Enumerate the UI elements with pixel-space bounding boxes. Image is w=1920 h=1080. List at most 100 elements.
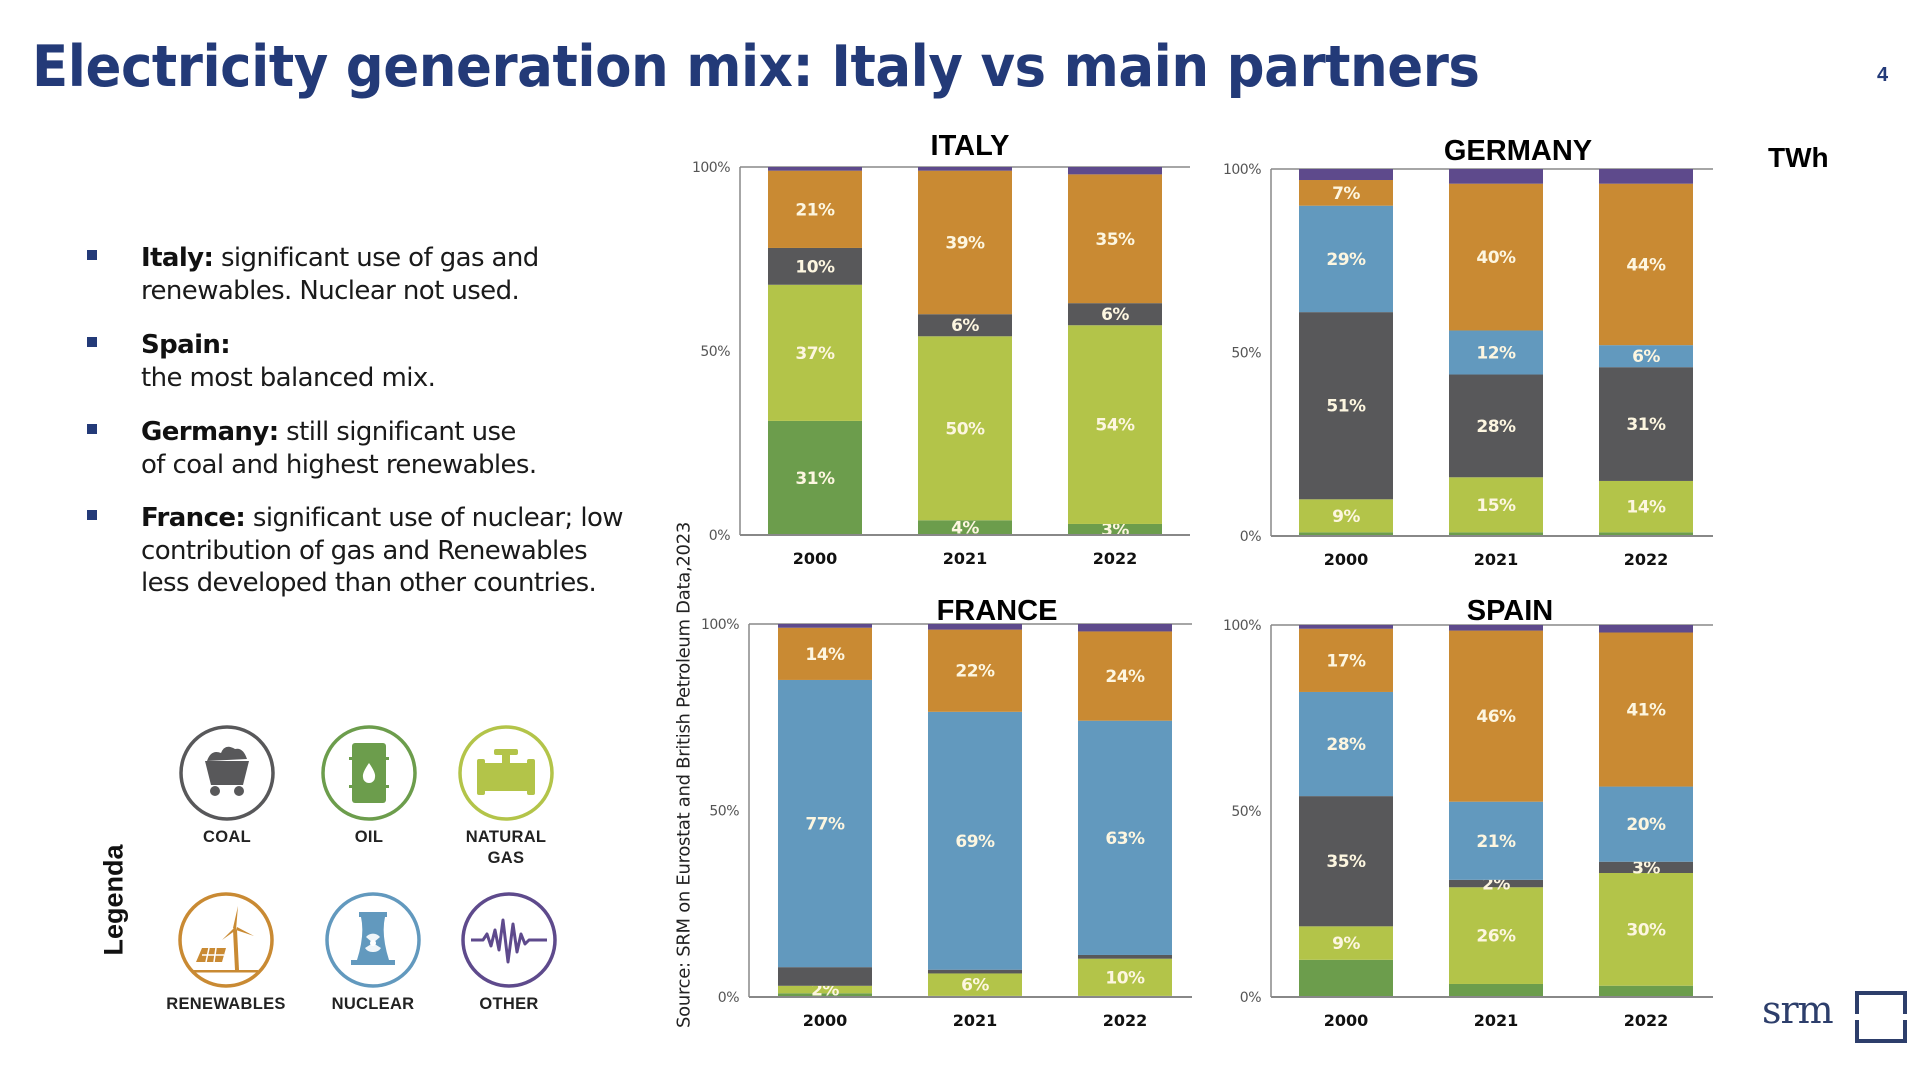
data-label: 63% — [1105, 829, 1145, 849]
bar-segment-nuclear — [1449, 801, 1543, 880]
bar-segment-other — [768, 167, 862, 171]
bar-segment-other — [1299, 625, 1393, 629]
data-label: 21% — [1476, 832, 1516, 852]
y-tick-label: 50% — [1231, 346, 1261, 362]
x-tick-label: 2022 — [1624, 550, 1669, 569]
bullet-line: contribution of gas and Renewables — [141, 535, 588, 566]
bar-segment-other — [1449, 169, 1543, 184]
bar-segment-coal — [1449, 374, 1543, 478]
data-label: 37% — [795, 344, 835, 364]
oil-barrel-icon — [321, 725, 417, 821]
bar-segment-renewables — [768, 170, 862, 248]
x-tick-label: 2021 — [1474, 1011, 1519, 1030]
bullet-heading: France: — [141, 503, 246, 533]
bar-segment-renewables — [1068, 174, 1162, 304]
data-label: 9% — [1332, 507, 1360, 527]
bullet-line: renewables. Nuclear not used. — [141, 275, 520, 306]
legend-label: NATURAL GAS — [426, 827, 586, 869]
data-label: 24% — [1105, 667, 1145, 687]
bullet-text: France: significant use of nuclear; low c… — [141, 502, 661, 600]
bar-segment-gas — [1299, 926, 1393, 960]
legend-item-oil: OIL — [289, 723, 449, 848]
data-label: 20% — [1626, 815, 1666, 835]
page-title: Electricity generation mix: Italy vs mai… — [32, 34, 1480, 100]
bar-segment-renewables — [1599, 183, 1693, 346]
x-tick-label: 2022 — [1093, 549, 1138, 568]
y-tick-label: 0% — [1240, 529, 1261, 545]
bar-segment-gas — [1299, 499, 1393, 533]
bar-segment-coal — [768, 247, 862, 285]
legend-label: COAL — [203, 828, 251, 846]
y-tick-label: 50% — [1231, 804, 1261, 820]
bar-segment-other — [1078, 624, 1172, 632]
bar-segment-renewables — [1599, 632, 1693, 787]
bar-segment-gas — [1449, 477, 1543, 533]
data-label: 77% — [805, 815, 845, 835]
bar-segment-coal — [1449, 879, 1543, 888]
bullet-line: significant use of gas and — [220, 243, 539, 273]
chart-title-germany: GERMANY — [1444, 135, 1592, 167]
bar-segment-coal — [1078, 954, 1172, 959]
bullet-heading: Italy: — [141, 243, 214, 273]
y-tick-label: 100% — [701, 617, 739, 633]
legend-item-nuclear: NUCLEAR — [293, 890, 453, 1015]
bar-segment-renewables — [1449, 630, 1543, 802]
bar-segment-coal — [928, 969, 1022, 974]
logo-text: srm — [1762, 988, 1834, 1032]
bar-segment-gas — [918, 336, 1012, 521]
data-label: 21% — [795, 200, 835, 220]
waveform-icon — [461, 892, 557, 988]
bar-segment-gas — [1599, 873, 1693, 986]
y-tick-label: 100% — [692, 160, 730, 176]
coal-cart-icon — [179, 725, 275, 821]
bar-segment-gas — [928, 973, 1022, 996]
bullet-line: still significant use — [286, 417, 516, 447]
bar-segment-oil — [1599, 532, 1693, 536]
bar-segment-oil — [918, 520, 1012, 535]
bar-segment-coal — [1599, 367, 1693, 481]
x-tick-label: 2021 — [953, 1011, 998, 1030]
bar-segment-gas — [1599, 480, 1693, 533]
y-tick-label: 0% — [1240, 990, 1261, 1006]
bar-segment-renewables — [778, 627, 872, 680]
bar-segment-nuclear — [928, 711, 1022, 970]
legend-label: OIL — [354, 828, 384, 846]
legend-item-coal: COAL — [147, 723, 307, 848]
bar-segment-nuclear — [1449, 330, 1543, 375]
x-tick-label: 2000 — [1324, 550, 1369, 569]
x-tick-label: 2000 — [803, 1011, 848, 1030]
bullet-line: less developed than other countries. — [141, 568, 597, 598]
data-label: 14% — [1626, 498, 1666, 518]
legend-label: OTHER — [479, 995, 539, 1013]
bar-segment-other — [778, 624, 872, 628]
data-label: 31% — [1626, 415, 1666, 435]
bar-segment-nuclear — [778, 679, 872, 968]
bar-segment-oil — [1599, 985, 1693, 997]
bar-segment-oil — [1449, 532, 1543, 536]
data-label: 39% — [945, 233, 985, 253]
y-tick-label: 0% — [718, 990, 739, 1006]
bar-segment-oil — [778, 993, 872, 997]
bullet-marker — [87, 510, 97, 520]
bullet-marker — [87, 250, 97, 260]
bar-segment-other — [1449, 625, 1543, 631]
bar-segment-nuclear — [1599, 786, 1693, 862]
bullet-text: Germany: still significant use of coal an… — [141, 416, 661, 481]
data-label: 15% — [1476, 496, 1516, 516]
y-tick-label: 0% — [709, 528, 730, 544]
page-number: 4 — [1877, 64, 1889, 86]
unit-label: TWh — [1768, 142, 1829, 173]
data-label: 6% — [1632, 347, 1660, 367]
legend-label: RENEWABLES — [166, 995, 286, 1013]
bullet-line: significant use of nuclear; low — [252, 503, 624, 533]
data-label: 54% — [1095, 416, 1135, 436]
bar-segment-coal — [778, 967, 872, 986]
bar-segment-oil — [1068, 523, 1162, 535]
data-label: 40% — [1476, 248, 1516, 268]
chart-title-france: FRANCE — [937, 595, 1058, 627]
bar-segment-nuclear — [1599, 345, 1693, 368]
legend-label: NUCLEAR — [331, 995, 415, 1013]
bar-segment-other — [928, 624, 1022, 630]
bar-segment-coal — [918, 314, 1012, 337]
data-label: 28% — [1476, 417, 1516, 437]
